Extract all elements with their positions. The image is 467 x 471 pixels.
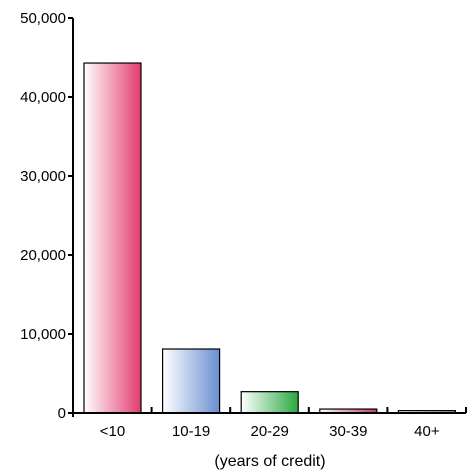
axes-group: 0 10,000 20,000 30,000 40,000 50,000 <10 10-19 2… [20,10,467,440]
y-tick-label: 0 [58,405,66,422]
y-tick-label: 20,000 [20,247,66,264]
x-tick-label: <10 [100,423,125,440]
y-tick-label: 30,000 [20,168,66,185]
y-tick-label: 50,000 [20,10,66,27]
x-axis-title: (years of credit) [214,453,325,470]
y-tick-label: 10,000 [20,326,66,343]
bar-20-29 [240,391,299,414]
x-tick-label: 10-19 [172,423,210,440]
x-tick-label: 30-39 [329,423,367,440]
x-tick-label: 20-29 [251,423,289,440]
x-tick-label: 40+ [414,423,440,440]
y-tick-label: 40,000 [20,89,66,106]
bars-group [83,62,456,414]
bar-10-19 [162,348,221,414]
bar-<10 [83,62,142,414]
